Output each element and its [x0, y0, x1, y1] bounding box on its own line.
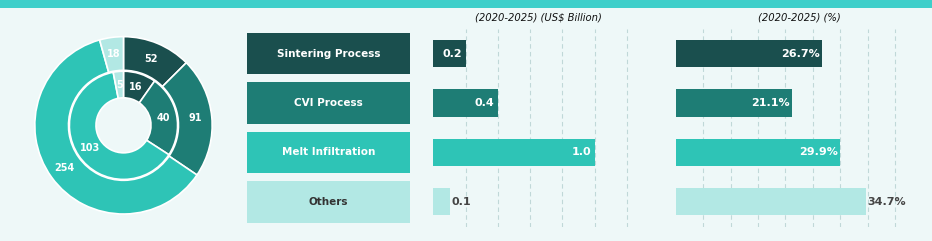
Bar [247, 132, 410, 173]
Wedge shape [162, 63, 212, 175]
Text: 34.7%: 34.7% [868, 197, 907, 207]
Text: 52: 52 [144, 54, 158, 64]
Wedge shape [113, 71, 124, 98]
Bar [247, 181, 410, 223]
Bar [433, 40, 466, 67]
Text: Sintering Process: Sintering Process [277, 49, 380, 59]
Wedge shape [123, 71, 155, 103]
Text: 29.9%: 29.9% [799, 147, 838, 157]
Text: (2020-2025) (US$ Billion): (2020-2025) (US$ Billion) [474, 12, 602, 22]
Text: 103: 103 [80, 143, 100, 153]
Text: 26.7%: 26.7% [781, 49, 820, 59]
Text: 0.2: 0.2 [443, 49, 462, 59]
Bar [676, 139, 840, 166]
Bar [247, 82, 410, 124]
Text: Melt Infiltration: Melt Infiltration [281, 147, 376, 157]
Bar [433, 89, 498, 117]
Text: 254: 254 [55, 163, 75, 173]
Text: 18: 18 [107, 49, 120, 59]
Wedge shape [139, 81, 178, 155]
Wedge shape [123, 37, 186, 87]
Text: 21.1%: 21.1% [750, 98, 789, 108]
Text: 40: 40 [157, 113, 170, 123]
Text: (2020-2025) (%): (2020-2025) (%) [758, 12, 841, 22]
Bar [433, 188, 449, 215]
Text: Others: Others [308, 197, 349, 207]
Wedge shape [34, 40, 197, 214]
Bar [676, 89, 791, 117]
Bar [247, 33, 410, 74]
Text: 91: 91 [188, 114, 202, 123]
Bar [676, 188, 866, 215]
Text: 16: 16 [129, 82, 143, 92]
Text: CVI Process: CVI Process [295, 98, 363, 108]
Text: 1.0: 1.0 [572, 147, 592, 157]
Text: 0.1: 0.1 [451, 197, 471, 207]
Wedge shape [100, 37, 124, 72]
Bar [433, 139, 595, 166]
Text: 0.4: 0.4 [475, 98, 495, 108]
Text: 5: 5 [116, 80, 123, 90]
Bar [676, 40, 822, 67]
Wedge shape [69, 72, 169, 179]
